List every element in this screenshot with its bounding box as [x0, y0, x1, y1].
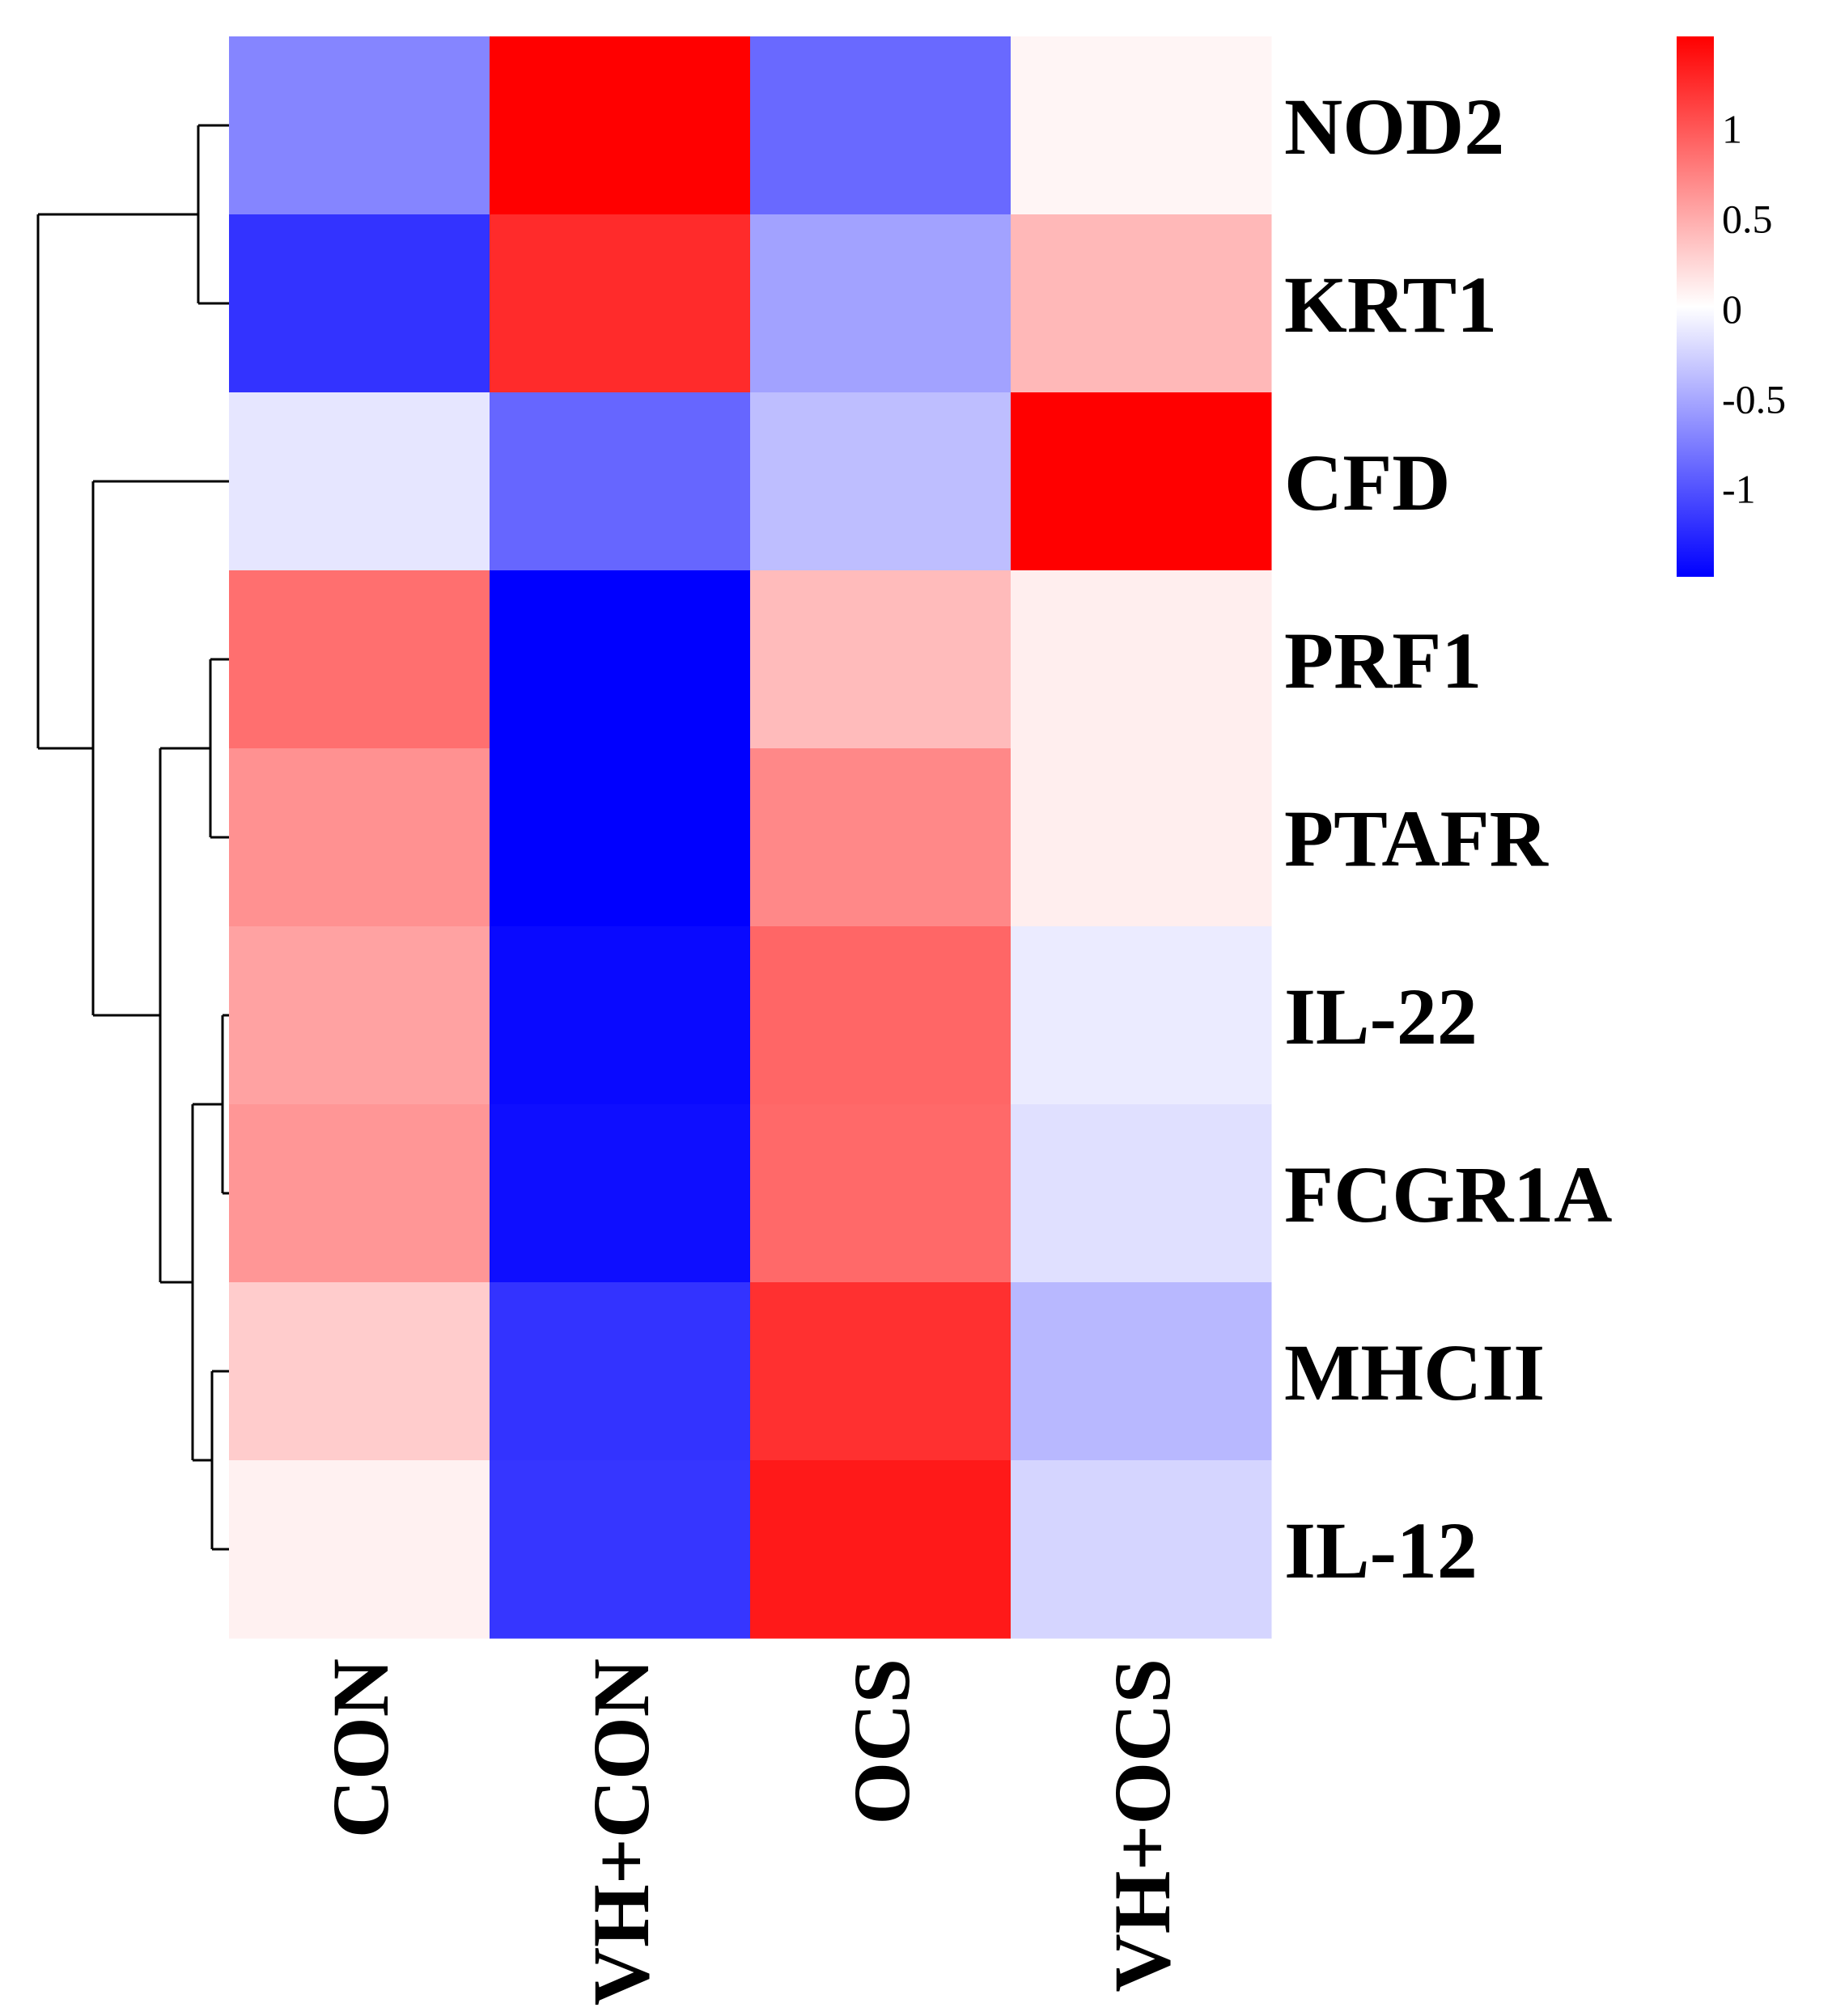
- row-dendrogram: [36, 124, 229, 1551]
- legend-tick-label: -0.5: [1722, 376, 1786, 421]
- row-label-mhcii: MHCII: [1284, 1328, 1545, 1417]
- heatmap-cell-ptafr-con: [229, 748, 490, 927]
- heatmap-cell-cfd-vh-con: [490, 392, 751, 571]
- heatmap-cell-mhcii-vh-ocs: [1011, 1282, 1272, 1461]
- heatmap-cell-il-12-vh-con: [490, 1460, 751, 1639]
- row-label-prf1: PRF1: [1284, 616, 1482, 705]
- color-legend-bar: [1677, 36, 1714, 577]
- heatmap-cell-fcgr1a-ocs: [750, 1104, 1011, 1283]
- heatmap-cell-il-22-ocs: [750, 926, 1011, 1105]
- heatmap-cell-fcgr1a-con: [229, 1104, 490, 1283]
- row-label-cfd: CFD: [1284, 438, 1451, 527]
- heatmap-cell-krt1-vh-ocs: [1011, 214, 1272, 393]
- column-label-ocs: OCS: [837, 1658, 927, 1825]
- heatmap-cell-fcgr1a-vh-con: [490, 1104, 751, 1283]
- heatmap-cell-mhcii-vh-con: [490, 1282, 751, 1461]
- heatmap-cell-nod2-ocs: [750, 36, 1011, 215]
- column-label-vh-con: VH+CON: [576, 1658, 666, 2005]
- heatmap-cell-mhcii-con: [229, 1282, 490, 1461]
- heatmap-cell-prf1-vh-con: [490, 570, 751, 749]
- row-label-il-22: IL-22: [1284, 972, 1478, 1061]
- column-labels: CON VH+CON OCS VH+OCS: [316, 1658, 1187, 2005]
- row-label-nod2: NOD2: [1284, 82, 1504, 172]
- heatmap-cell-cfd-vh-ocs: [1011, 392, 1272, 571]
- heatmap-cell-krt1-con: [229, 214, 490, 393]
- heatmap-cell-il-12-con: [229, 1460, 490, 1639]
- row-label-ptafr: PTAFR: [1284, 794, 1550, 883]
- heatmap-cell-ptafr-ocs: [750, 748, 1011, 927]
- heatmap-cell-nod2-con: [229, 36, 490, 215]
- heatmap-cell-cfd-ocs: [750, 392, 1011, 571]
- heatmap-cell-prf1-vh-ocs: [1011, 570, 1272, 749]
- heatmap-cell-krt1-vh-con: [490, 214, 751, 393]
- heatmap-cell-ptafr-vh-con: [490, 748, 751, 927]
- heatmap-cell-krt1-ocs: [750, 214, 1011, 393]
- heatmap-cell-mhcii-ocs: [750, 1282, 1011, 1461]
- heatmap-cell-prf1-con: [229, 570, 490, 749]
- heatmap-cell-ptafr-vh-ocs: [1011, 748, 1272, 927]
- heatmap-cells: [229, 36, 1272, 1639]
- heatmap-cell-fcgr1a-vh-ocs: [1011, 1104, 1272, 1283]
- row-labels: NOD2 KRT1 CFD PRF1 PTAFR IL-22 FCGR1A MHCII IL-1…: [1284, 82, 1613, 1595]
- heatmap-cell-il-12-vh-ocs: [1011, 1460, 1272, 1639]
- legend-tick-label: 0.5: [1722, 197, 1773, 242]
- color-legend-ticks: 1 0.5 0 -0.5 -1: [1722, 106, 1786, 511]
- column-label-con: CON: [316, 1658, 405, 1838]
- row-label-krt1: KRT1: [1284, 260, 1497, 349]
- heatmap-cell-il-22-con: [229, 926, 490, 1105]
- heatmap-cell-nod2-vh-ocs: [1011, 36, 1272, 215]
- legend-tick-label: -1: [1722, 467, 1756, 512]
- legend-tick-label: 0: [1722, 286, 1742, 332]
- heatmap-cell-il-22-vh-ocs: [1011, 926, 1272, 1105]
- color-legend: 1 0.5 0 -0.5 -1: [1677, 36, 1786, 577]
- heatmap-cell-il-12-ocs: [750, 1460, 1011, 1639]
- row-label-fcgr1a: FCGR1A: [1284, 1150, 1613, 1239]
- heatmap-cell-prf1-ocs: [750, 570, 1011, 749]
- legend-tick-label: 1: [1722, 106, 1742, 151]
- heatmap-cell-cfd-con: [229, 392, 490, 571]
- heatmap-cell-nod2-vh-con: [490, 36, 751, 215]
- heatmap-cell-il-22-vh-con: [490, 926, 751, 1105]
- row-label-il-12: IL-12: [1284, 1506, 1478, 1595]
- column-label-vh-ocs: VH+OCS: [1097, 1658, 1187, 1993]
